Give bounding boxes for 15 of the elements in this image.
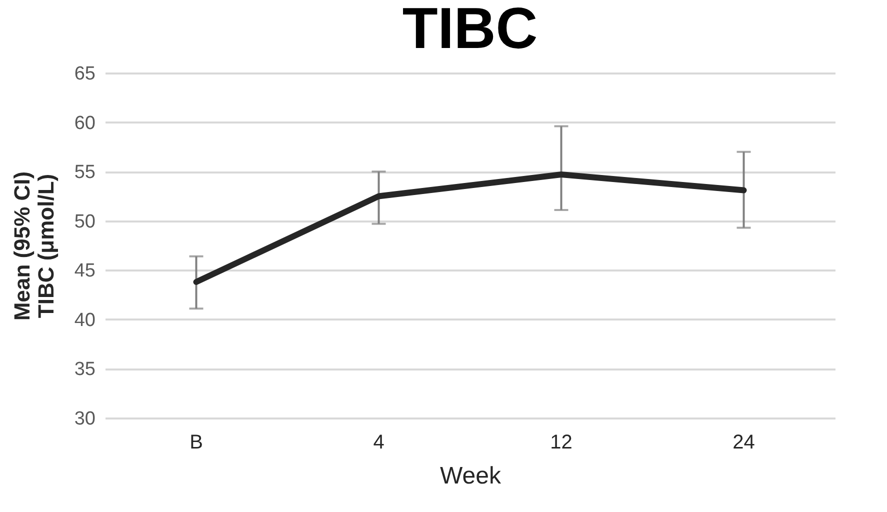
x-axis-title: Week: [440, 462, 502, 490]
y-tick-label: 50: [74, 211, 96, 232]
x-tick-label: 24: [732, 432, 755, 454]
x-tick-label: 12: [550, 432, 572, 454]
x-tick-label: B: [190, 432, 203, 454]
y-tick-label: 30: [74, 408, 96, 430]
y-tick-label: 60: [74, 112, 96, 134]
y-tick-label: 45: [74, 260, 96, 282]
chart-title: TIBC: [402, 0, 538, 61]
y-tick-label: 35: [74, 359, 96, 380]
y-axis-title: Mean (95% CI) TIBC (μmol/L): [9, 171, 58, 321]
x-tick-label: 4: [373, 432, 384, 454]
y-tick-label: 40: [74, 310, 96, 331]
y-tick-label: 65: [74, 64, 96, 84]
y-tick-label: 55: [74, 162, 96, 184]
